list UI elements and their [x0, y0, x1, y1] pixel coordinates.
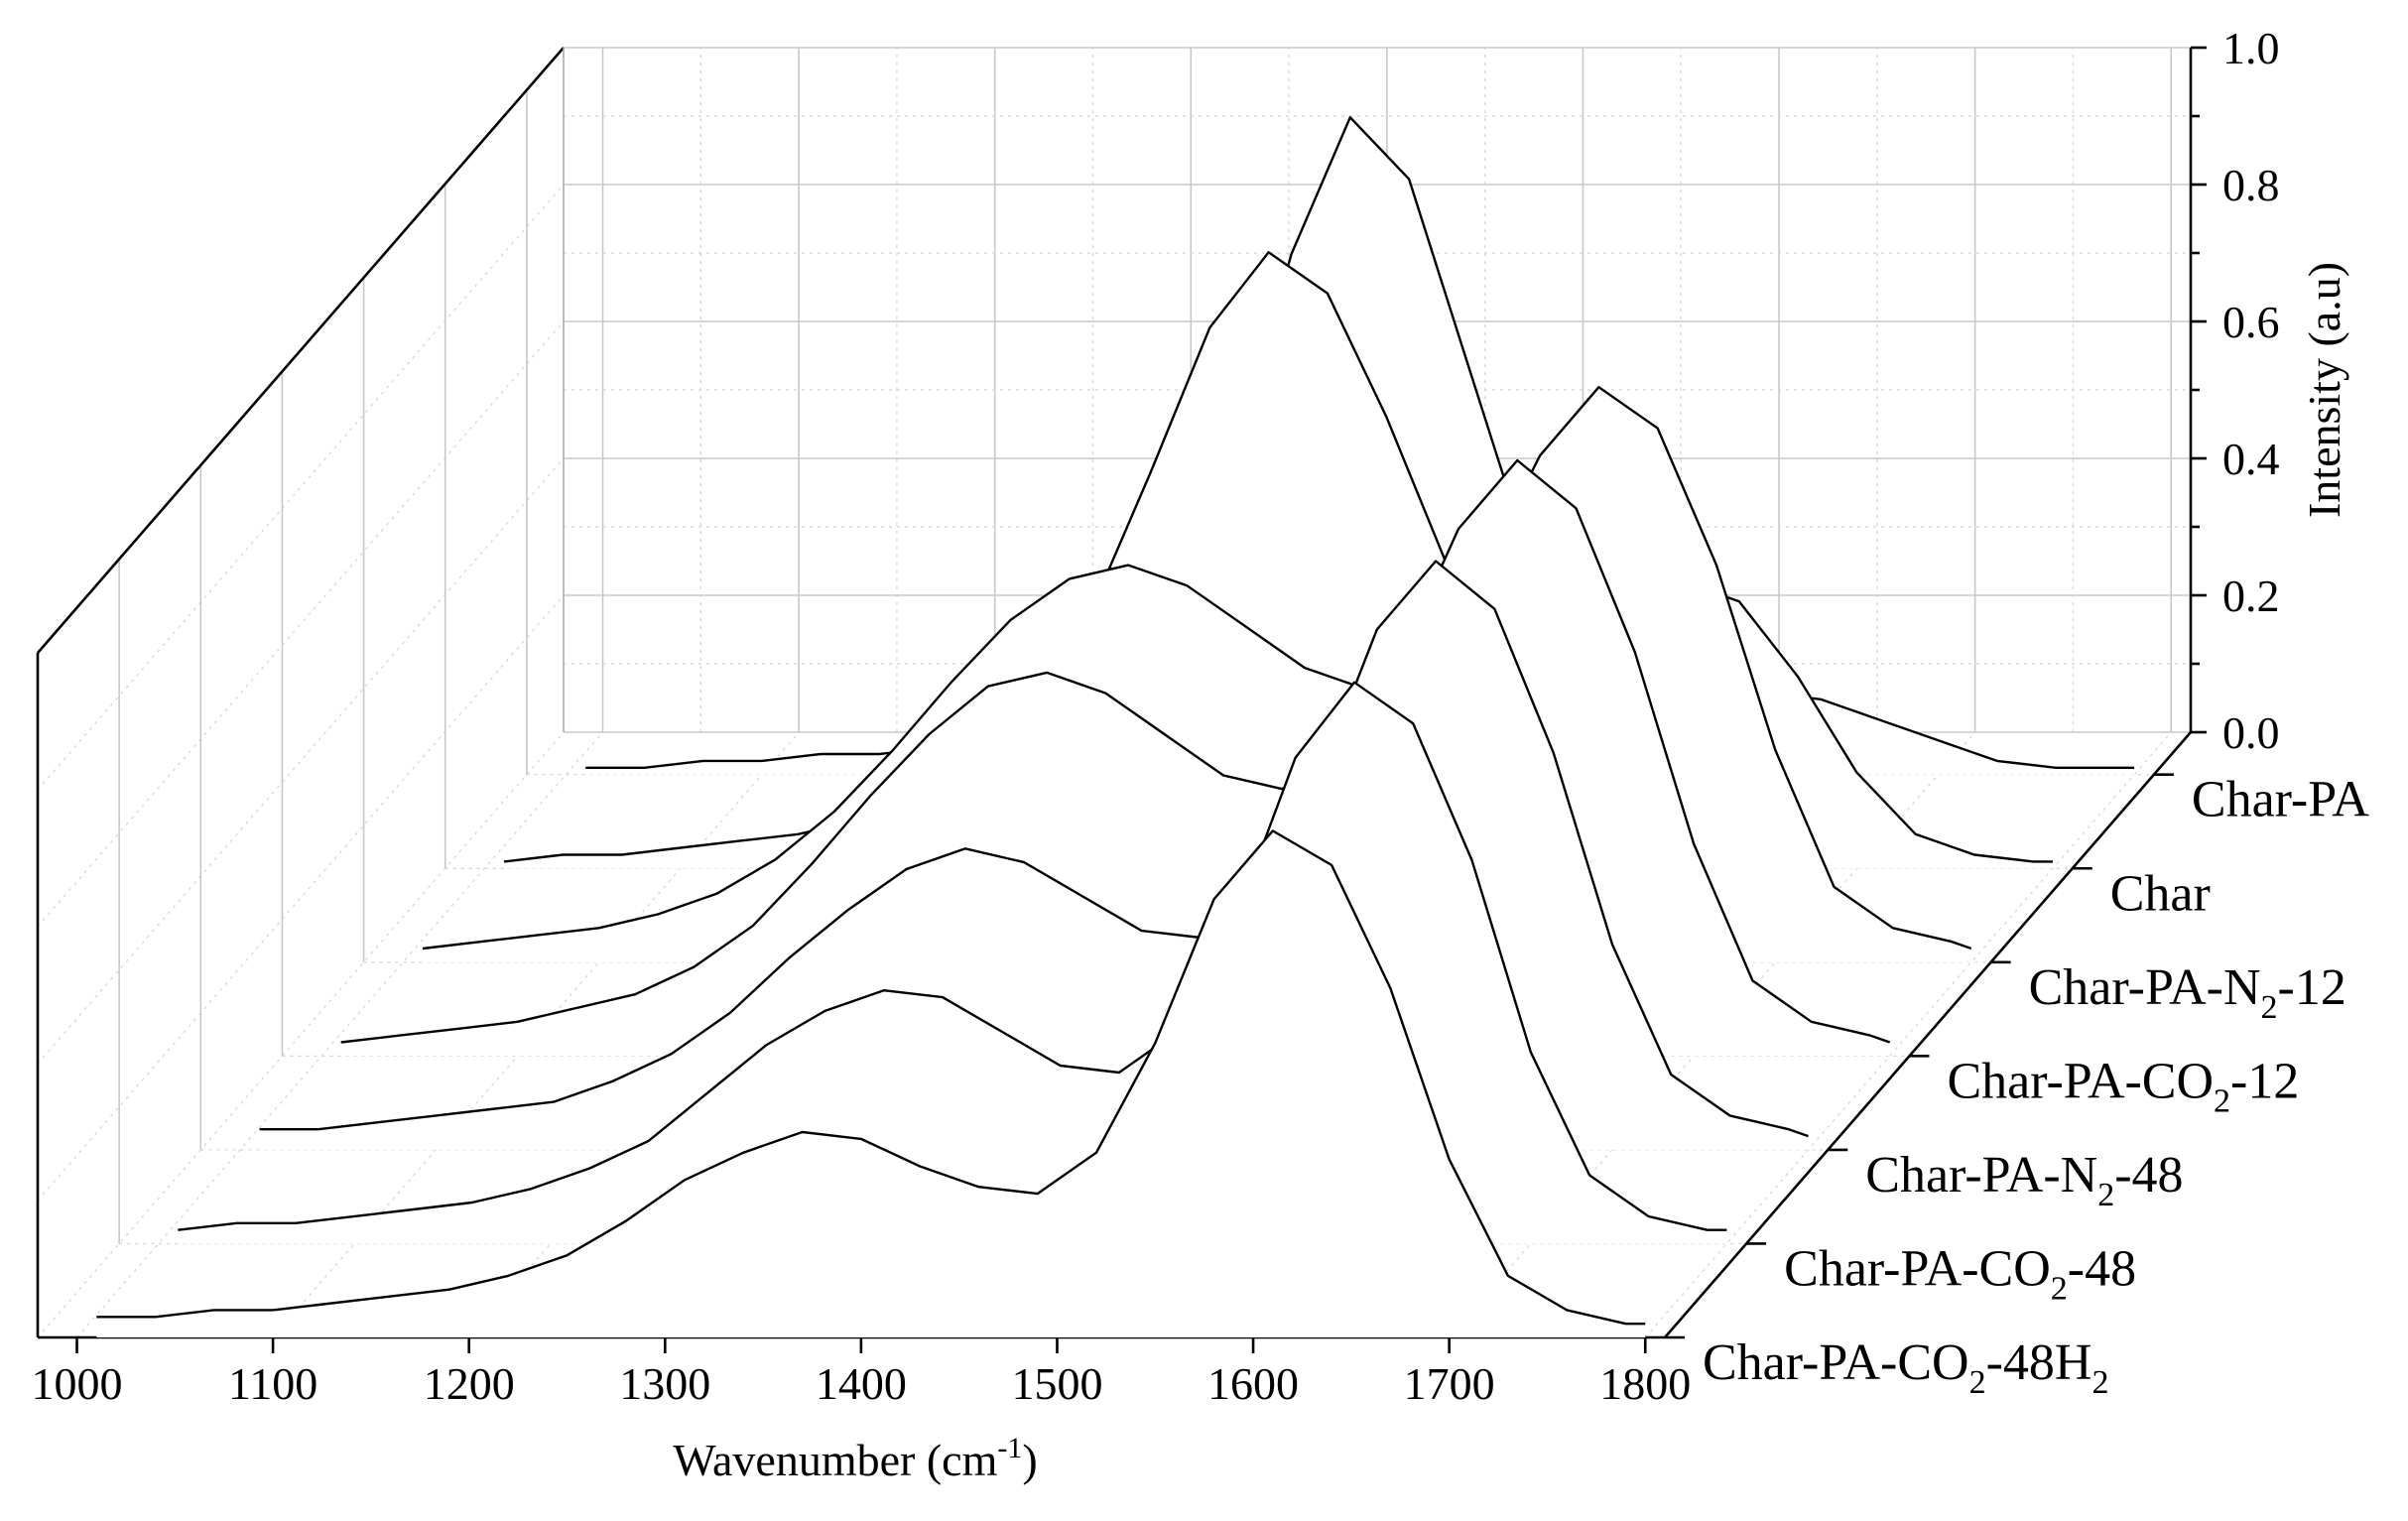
series-label-text: Char-PA-CO — [1784, 1240, 2051, 1297]
series-label-text: -48H — [1986, 1334, 2092, 1391]
floor-xgrid — [1644, 731, 2172, 1338]
x-tick-label: 1200 — [424, 1358, 515, 1409]
x-tick-label: 1500 — [1011, 1358, 1102, 1409]
series-label-subscript: 2 — [2261, 989, 2278, 1026]
z-tick-label: 1.0 — [2222, 23, 2280, 73]
series-label-subscript: 2 — [2097, 1177, 2114, 1213]
series-label: Char-PA-CO2-48 — [1784, 1240, 2136, 1307]
x-tick-label: 1000 — [32, 1358, 123, 1409]
series-label-text: Char — [2110, 865, 2211, 922]
series-label: Char-PA — [2192, 772, 2370, 828]
z-tick-label: 0.2 — [2222, 570, 2280, 621]
x-axis-title-main: Wavenumber (cm — [673, 1435, 997, 1485]
x-tick-label: 1800 — [1599, 1358, 1691, 1409]
x-axis-title: Wavenumber (cm-1) — [673, 1432, 1037, 1485]
z-axis-title: Intensity (a.u) — [2299, 262, 2349, 518]
series-label: Char-PA-N2-12 — [2029, 959, 2346, 1026]
series-label-subscript: 2 — [2214, 1082, 2230, 1119]
series-label-text: -48 — [2068, 1240, 2136, 1297]
x-tick-label: 1600 — [1207, 1358, 1299, 1409]
series-line — [96, 829, 1646, 1326]
labels-layer: Char-PA-CO2-48H2Char-PA-CO2-48Char-PA-N2… — [1665, 772, 2369, 1401]
x-tick-label: 1300 — [619, 1358, 710, 1409]
series-layer — [96, 116, 2135, 1337]
series-label-text: Char-PA-CO — [1947, 1053, 2214, 1109]
series-label-subscript: 2 — [2051, 1270, 2068, 1307]
left-wall-zgrid — [37, 320, 565, 928]
series-line — [585, 116, 2135, 769]
z-tick-label: 0.6 — [2222, 297, 2280, 347]
series-fill — [96, 830, 1646, 1337]
floor-xgrid — [272, 731, 800, 1338]
series-label-text: Char-PA-CO — [1703, 1334, 1969, 1391]
floor-xgrid — [76, 731, 603, 1338]
series-line — [340, 458, 1891, 1044]
series-label-subscript: 2 — [2091, 1364, 2108, 1401]
series-label-text: -12 — [2230, 1053, 2299, 1109]
series-label: Char-PA-CO2-12 — [1947, 1053, 2299, 1119]
x-tick-label: 1700 — [1404, 1358, 1495, 1409]
series-label-text: Char-PA-N — [2029, 959, 2261, 1016]
z-tick-label: 0.4 — [2222, 434, 2280, 484]
left-wall-zgrid — [37, 731, 565, 1338]
series-line — [259, 560, 1809, 1138]
left-top-edge — [37, 47, 565, 654]
x-tick-label: 1100 — [228, 1358, 317, 1409]
series-label: Char-PA-N2-48 — [1865, 1147, 2183, 1213]
x-axis-title-tail: ) — [1022, 1435, 1037, 1485]
series-label: Char — [2110, 865, 2211, 922]
series-line — [503, 251, 2053, 863]
z-tick-label: 0.0 — [2222, 707, 2280, 758]
series-label-text: Char-PA-N — [1865, 1147, 2097, 1204]
left-wall-zgrid — [37, 594, 565, 1202]
series-label-text: -12 — [2278, 959, 2346, 1016]
x-axis-title-sup: -1 — [997, 1432, 1022, 1464]
series-line — [422, 386, 1972, 951]
series-line — [178, 681, 1727, 1231]
series-label-text: Char-PA — [2192, 772, 2370, 828]
depth-axis-line — [1664, 731, 2192, 1338]
series-label: Char-PA-CO2-48H2 — [1703, 1334, 2108, 1401]
series-label-text: -48 — [2114, 1147, 2183, 1204]
left-wall-zgrid — [37, 457, 565, 1065]
x-tick-label: 1400 — [816, 1358, 907, 1409]
series-label-subscript: 2 — [1969, 1364, 1986, 1401]
z-tick-label: 0.8 — [2222, 160, 2280, 210]
left-wall-zgrid — [37, 184, 565, 791]
